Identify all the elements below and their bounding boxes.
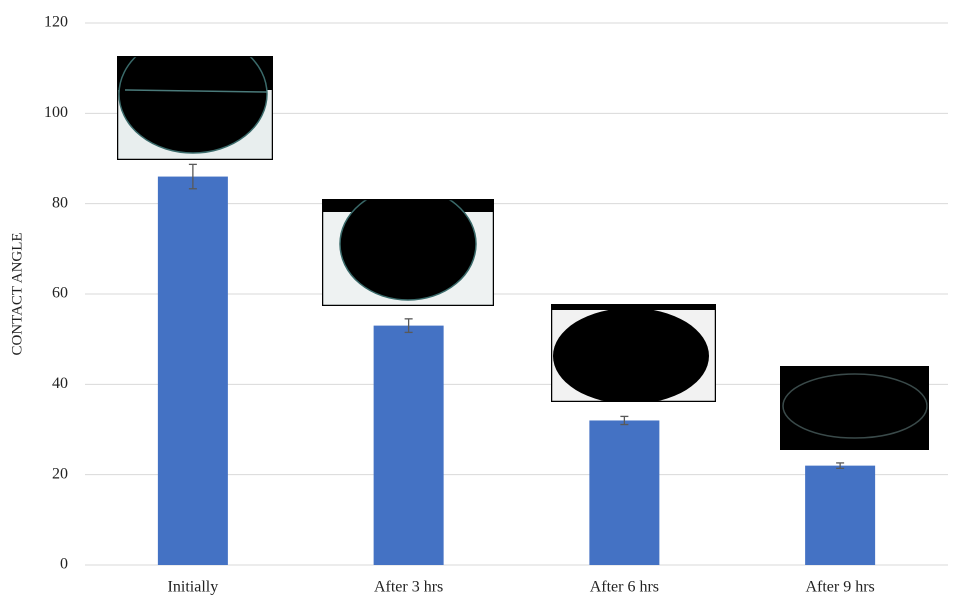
y-tick-label: 0 — [60, 556, 68, 573]
x-tick-label: After 3 hrs — [374, 579, 443, 596]
x-tick-label: Initially — [168, 579, 219, 596]
y-axis-label: CONTACT ANGLE — [9, 232, 25, 355]
droplet-image — [780, 366, 929, 450]
y-tick-label: 100 — [44, 104, 68, 121]
y-tick-label: 40 — [52, 375, 68, 392]
y-tick-label: 20 — [52, 465, 68, 482]
bar — [589, 420, 660, 565]
droplet-image — [322, 199, 494, 306]
droplet-image — [117, 56, 273, 160]
droplet-image — [551, 304, 716, 402]
x-tick-label: After 9 hrs — [805, 579, 874, 596]
y-tick-label: 120 — [44, 14, 68, 31]
y-tick-label: 60 — [52, 285, 68, 302]
bar — [373, 325, 444, 565]
bar — [805, 465, 876, 565]
x-tick-label: After 6 hrs — [590, 579, 659, 596]
bar-layer — [157, 163, 876, 566]
bar — [157, 176, 228, 566]
y-tick-label: 80 — [52, 194, 68, 211]
